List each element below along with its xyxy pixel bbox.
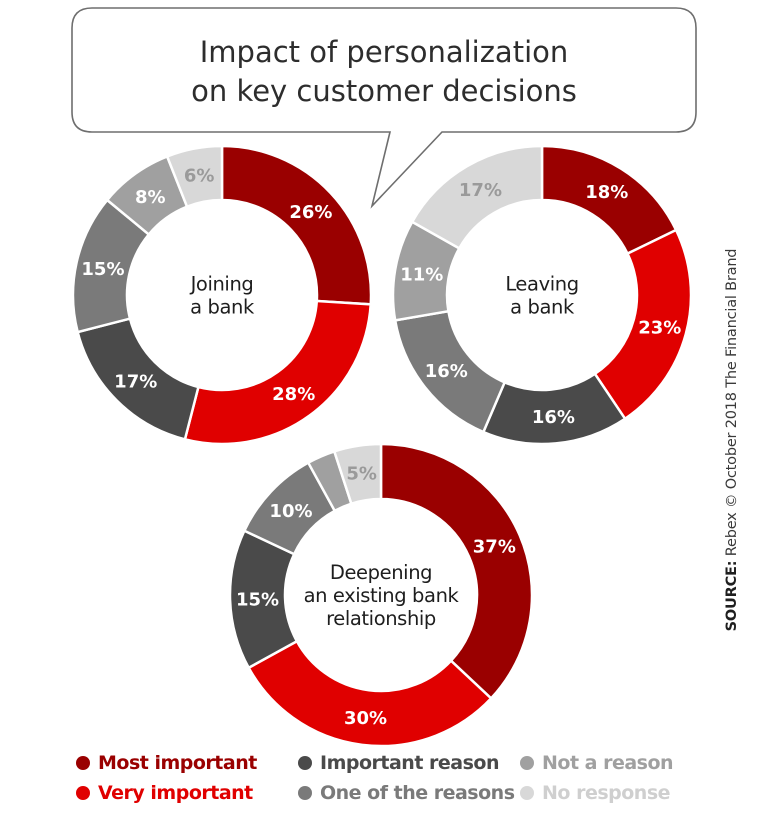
legend-swatch-no-response <box>520 786 534 800</box>
slice-label-deepening-very-important: 30% <box>344 708 387 729</box>
slice-label-leaving-important-reason: 16% <box>532 407 575 428</box>
donut-center-label-deepening: relationship <box>326 607 436 630</box>
slice-label-joining-very-important: 28% <box>272 384 315 405</box>
legend-item-no-response: No response <box>520 782 736 804</box>
slice-label-joining-one-of-the-reasons: 15% <box>81 259 124 280</box>
donut-center-label-joining: Joining <box>189 273 254 296</box>
legend-label-very-important: Very important <box>98 782 253 804</box>
legend-swatch-one-of-the-reasons <box>298 786 312 800</box>
slice-label-leaving-most-important: 18% <box>585 182 628 203</box>
legend-swatch-very-important <box>76 786 90 800</box>
legend-label-not-a-reason: Not a reason <box>542 752 674 774</box>
title-callout: Impact of personalization on key custome… <box>71 7 697 209</box>
slice-label-leaving-not-a-reason: 11% <box>400 265 443 286</box>
legend: Most important Important reason Not a re… <box>76 752 736 804</box>
legend-item-most-important: Most important <box>76 752 298 774</box>
legend-item-not-a-reason: Not a reason <box>520 752 736 774</box>
donut-center-label-leaving: Leaving <box>505 273 578 296</box>
slice-label-deepening-one-of-the-reasons: 10% <box>269 501 312 522</box>
donut-center-label-joining: a bank <box>190 296 255 319</box>
chart-title-line1: Impact of personalization <box>200 35 569 69</box>
legend-item-very-important: Very important <box>76 782 298 804</box>
donut-center-label-deepening: Deepening <box>330 561 432 584</box>
donut-center-label-deepening: an existing bank <box>304 584 460 607</box>
slice-label-deepening-most-important: 37% <box>473 536 516 557</box>
slice-label-leaving-one-of-the-reasons: 16% <box>425 361 468 382</box>
slice-label-leaving-very-important: 23% <box>638 317 681 338</box>
legend-label-one-of-the-reasons: One of the reasons <box>320 782 515 804</box>
legend-swatch-important-reason <box>298 756 312 770</box>
chart-title-line2: on key customer decisions <box>191 74 577 108</box>
source-text: Rebex <box>724 512 740 557</box>
source-note: SOURCE: Rebex © October 2018 The Financi… <box>724 249 740 632</box>
legend-item-one-of-the-reasons: One of the reasons <box>298 782 520 804</box>
legend-item-important-reason: Important reason <box>298 752 520 774</box>
slice-joining-no-response <box>165 144 224 209</box>
source-label: SOURCE: <box>724 560 740 632</box>
slice-label-joining-most-important: 26% <box>289 202 332 223</box>
slice-joining-very-important <box>183 299 373 446</box>
slice-leaving-no-response <box>410 144 544 251</box>
slice-label-joining-important-reason: 17% <box>114 372 157 393</box>
legend-swatch-not-a-reason <box>520 756 534 770</box>
slice-label-joining-no-response: 6% <box>184 166 215 187</box>
legend-label-no-response: No response <box>542 782 671 804</box>
copyright-text: © October 2018 The Financial Brand <box>724 248 740 509</box>
slice-deepening-most-important <box>379 442 534 701</box>
legend-label-most-important: Most important <box>98 752 257 774</box>
slice-label-deepening-important-reason: 15% <box>236 589 279 610</box>
slice-deepening-no-response <box>332 442 383 506</box>
slice-label-deepening-no-response: 5% <box>346 464 377 485</box>
legend-label-important-reason: Important reason <box>320 752 500 774</box>
donut-center-label-leaving: a bank <box>510 296 575 319</box>
slice-label-joining-not-a-reason: 8% <box>135 187 166 208</box>
slice-deepening-very-important <box>246 639 493 748</box>
slice-label-leaving-no-response: 17% <box>459 180 502 201</box>
legend-swatch-most-important <box>76 756 90 770</box>
callout-bubble <box>71 7 697 209</box>
